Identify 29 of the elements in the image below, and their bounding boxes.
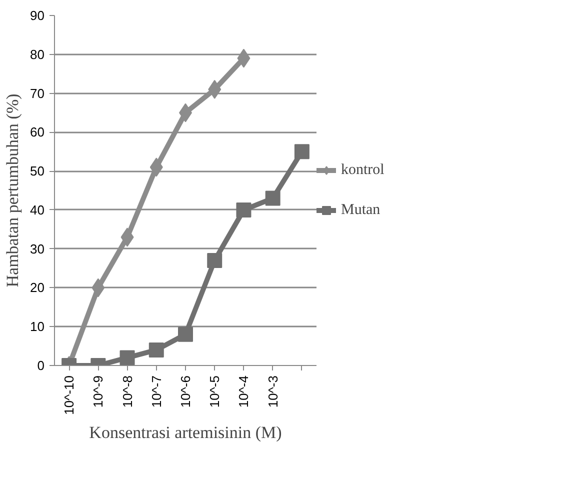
point	[148, 342, 164, 358]
y-tick-label: 70	[30, 86, 45, 101]
y-tick-label: 40	[30, 202, 45, 218]
x-axis-title: Konsentrasi artemisinin (M)	[89, 422, 282, 442]
y-tick-label: 90	[30, 8, 45, 23]
x-tick-label: 10^-7	[148, 375, 164, 408]
x-tick-label: 10^-9	[90, 375, 106, 408]
legend-label: Mutan	[341, 202, 380, 218]
y-axis-title: Hambatan pertumbuhan (%)	[3, 94, 22, 288]
y-tick-label: 30	[30, 241, 45, 256]
point	[207, 253, 222, 268]
legend-label: kontrol	[341, 162, 384, 178]
y-tick-label: 10	[30, 319, 45, 334]
point	[294, 144, 310, 160]
x-tick-label: 10^-8	[120, 375, 135, 408]
point	[265, 190, 280, 206]
x-tick-label: 10^-10	[62, 375, 77, 415]
x-tick-label: 10^-4	[236, 375, 252, 408]
x-tick-label: 10^-5	[207, 375, 222, 408]
y-tick-label: 80	[30, 46, 45, 62]
y-tick-label: 60	[30, 124, 45, 140]
y-tick-label: 50	[30, 164, 45, 179]
y-tick-label: 0	[37, 358, 45, 373]
point	[120, 350, 135, 366]
x-tick-label: 10^-6	[178, 375, 193, 408]
y-tick-label: 20	[30, 280, 45, 296]
point	[178, 326, 193, 342]
point	[236, 202, 252, 218]
x-tick-label: 10^-3	[265, 375, 280, 408]
